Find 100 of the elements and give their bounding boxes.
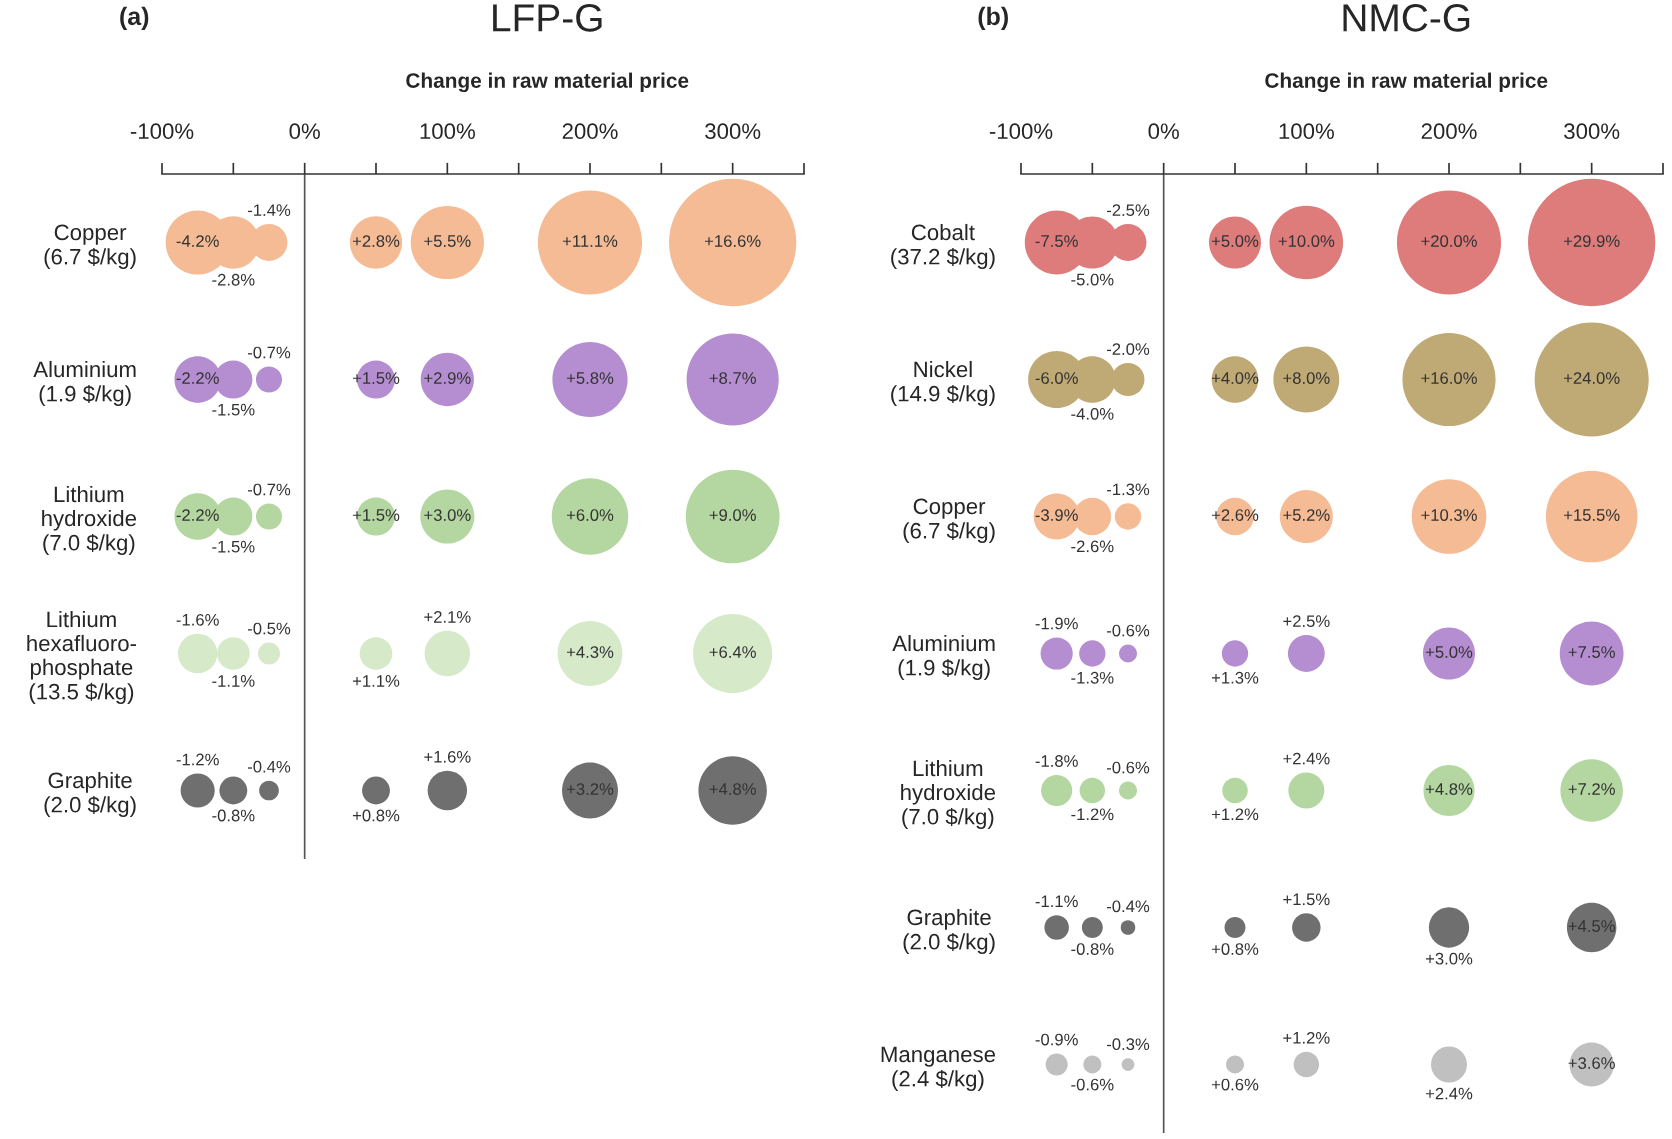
annotation: +5.0% xyxy=(1425,646,1473,658)
annotation: +7.2% xyxy=(1568,783,1615,795)
text: (b) xyxy=(978,6,1008,31)
annotation: +24.0% xyxy=(1563,372,1620,384)
annotation: -0.6% xyxy=(1106,624,1150,637)
annotation: +3.0% xyxy=(1425,952,1473,965)
x-tick-label: 100% xyxy=(1279,123,1334,140)
annotation: -0.8% xyxy=(1071,943,1114,955)
annotation: +7.5% xyxy=(1568,646,1615,658)
x-tick-label: -100% xyxy=(989,123,1053,140)
annotation: -1.1% xyxy=(1035,895,1078,908)
annotation: -1.5% xyxy=(212,403,255,416)
annotation: +10.3% xyxy=(1421,509,1477,521)
annotation: +3.6% xyxy=(1568,1057,1615,1069)
annotation: -1.6% xyxy=(176,613,219,626)
y-tick-label: Graphite (2.0 $/kg) xyxy=(44,771,136,817)
annotation: +2.1% xyxy=(424,610,471,623)
annotation: +6.0% xyxy=(566,509,614,521)
annotation: +1.2% xyxy=(1283,1031,1330,1044)
x-tick-label: 0% xyxy=(1148,123,1179,140)
annotation: -0.6% xyxy=(1071,1078,1114,1091)
x-axis-title: Change in raw material price xyxy=(1265,72,1548,93)
annotation: +4.3% xyxy=(566,646,614,658)
chart-title: LFP-G xyxy=(493,4,602,32)
annotation: -1.5% xyxy=(212,540,255,553)
annotation: -1.4% xyxy=(247,204,291,216)
annotation: +4.8% xyxy=(1425,783,1473,795)
annotation: -2.0% xyxy=(1106,343,1150,355)
annotation: -4.0% xyxy=(1071,407,1114,420)
annotation: -1.8% xyxy=(1035,755,1078,767)
annotation: -0.7% xyxy=(247,483,291,496)
annotation: -3.9% xyxy=(1035,509,1078,521)
annotation: +2.9% xyxy=(424,372,471,384)
x-tick-label: 200% xyxy=(1421,123,1477,140)
y-tick-label: Manganese (2.4 $/kg) xyxy=(881,1046,996,1091)
annotation: -4.2% xyxy=(176,235,219,247)
y-tick-label: Cobalt (37.2 $/kg) xyxy=(891,223,995,269)
annotation: +4.8% xyxy=(709,783,756,795)
x-tick-label: 300% xyxy=(1564,123,1620,140)
y-tick-label: Aluminium (1.9 $/kg) xyxy=(892,634,995,680)
annotation: +3.0% xyxy=(424,509,471,521)
annotation: -6.0% xyxy=(1035,372,1078,384)
annotation: +5.2% xyxy=(1283,509,1330,521)
annotation: +16.6% xyxy=(704,235,761,247)
annotation: -7.5% xyxy=(1035,235,1078,247)
annotation: +1.1% xyxy=(352,675,400,687)
annotation: +2.5% xyxy=(1283,615,1330,628)
annotation: +29.9% xyxy=(1563,235,1620,247)
annotation: +20.0% xyxy=(1421,235,1477,247)
annotation: +5.8% xyxy=(566,372,614,384)
annotation: +16.0% xyxy=(1421,372,1477,384)
x-tick-label: 300% xyxy=(705,123,761,140)
annotation: +2.4% xyxy=(1283,752,1330,765)
text: (a) xyxy=(120,6,149,31)
annotation: +0.8% xyxy=(1211,943,1259,955)
annotation: +9.0% xyxy=(709,509,756,521)
annotation: -2.2% xyxy=(176,509,219,521)
annotation: -2.8% xyxy=(212,273,255,286)
annotation: +2.4% xyxy=(1425,1087,1473,1100)
annotation: -0.6% xyxy=(1106,761,1150,774)
x-axis-title: Change in raw material price xyxy=(406,72,689,93)
annotation: -0.4% xyxy=(1106,900,1150,913)
annotation: -0.8% xyxy=(212,809,255,822)
annotation: +8.0% xyxy=(1283,372,1330,384)
annotation: -2.6% xyxy=(1071,540,1114,553)
annotation: -2.2% xyxy=(176,372,219,384)
y-tick-label: Lithium hexafluoro- phosphate (13.5 $/kg) xyxy=(27,610,137,704)
x-tick-label: 100% xyxy=(420,123,475,140)
annotation: -1.3% xyxy=(1071,671,1114,684)
y-tick-label: Copper (6.7 $/kg) xyxy=(903,498,995,543)
y-tick-label: Nickel (14.9 $/kg) xyxy=(891,360,995,406)
annotation: -0.4% xyxy=(247,760,291,773)
annotation: -0.9% xyxy=(1035,1033,1078,1046)
annotation: -1.2% xyxy=(1071,808,1114,821)
annotation: -1.1% xyxy=(212,675,255,687)
chart-title: NMC-G xyxy=(1343,4,1470,32)
annotation: +11.1% xyxy=(562,235,618,247)
annotation: -1.2% xyxy=(176,753,219,766)
annotation: -0.7% xyxy=(247,346,291,359)
annotation: +2.8% xyxy=(352,235,400,247)
y-tick-label: Copper (6.7 $/kg) xyxy=(44,224,136,269)
annotation: -1.3% xyxy=(1106,483,1150,496)
annotation: -2.5% xyxy=(1106,204,1150,217)
annotation: +1.6% xyxy=(424,750,471,763)
annotation: +4.5% xyxy=(1568,920,1615,932)
annotation: +10.0% xyxy=(1278,235,1335,247)
x-tick-label: 0% xyxy=(289,123,320,140)
annotation: +1.2% xyxy=(1211,808,1259,821)
y-tick-label: Graphite (2.0 $/kg) xyxy=(903,908,995,954)
annotation: -5.0% xyxy=(1071,273,1114,286)
annotation: +5.5% xyxy=(424,235,471,247)
annotation: +15.5% xyxy=(1563,509,1620,521)
annotation: +6.4% xyxy=(709,646,756,658)
annotation: +8.7% xyxy=(709,372,756,384)
annotation: -0.5% xyxy=(247,622,291,635)
y-tick-label: Lithium hydroxide (7.0 $/kg) xyxy=(901,759,996,829)
annotation: +1.5% xyxy=(1283,893,1330,906)
annotation: -0.3% xyxy=(1106,1038,1150,1051)
annotation: +3.2% xyxy=(566,783,614,795)
x-tick-label: 200% xyxy=(562,123,618,140)
